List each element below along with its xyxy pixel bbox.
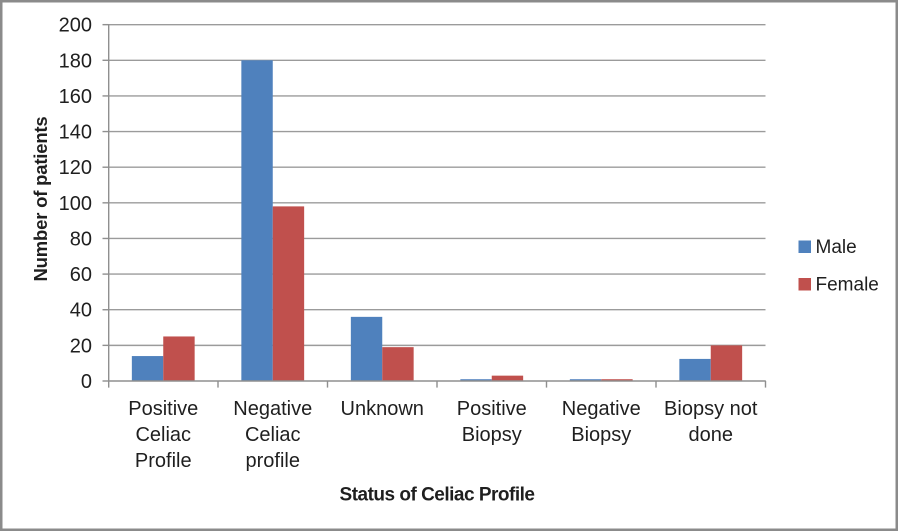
svg-text:100: 100	[59, 193, 92, 215]
svg-text:Female: Female	[816, 275, 879, 296]
svg-text:Biopsy: Biopsy	[571, 424, 631, 446]
svg-text:140: 140	[59, 122, 92, 144]
svg-text:200: 200	[59, 15, 92, 37]
svg-text:160: 160	[59, 86, 92, 108]
svg-text:Celiac: Celiac	[245, 424, 301, 446]
svg-text:Biopsy not: Biopsy not	[664, 398, 758, 420]
svg-text:80: 80	[70, 229, 92, 251]
svg-text:Status of Celiac Profile: Status of Celiac Profile	[340, 485, 535, 506]
svg-text:Positive: Positive	[128, 398, 198, 420]
svg-text:Positive: Positive	[457, 398, 527, 420]
svg-text:60: 60	[70, 264, 92, 286]
svg-text:180: 180	[59, 50, 92, 72]
svg-text:profile: profile	[246, 450, 300, 472]
svg-text:Biopsy: Biopsy	[462, 424, 522, 446]
svg-text:Number of patients: Number of patients	[30, 117, 51, 282]
svg-text:40: 40	[70, 300, 92, 322]
svg-text:Male: Male	[816, 237, 857, 258]
svg-text:Profile: Profile	[135, 450, 192, 472]
svg-text:Negative: Negative	[562, 398, 641, 420]
svg-text:120: 120	[59, 157, 92, 179]
svg-text:done: done	[689, 424, 734, 446]
svg-text:20: 20	[70, 335, 92, 357]
svg-text:Unknown: Unknown	[341, 398, 424, 420]
svg-text:Negative: Negative	[233, 398, 312, 420]
svg-text:0: 0	[81, 371, 92, 393]
svg-text:Celiac: Celiac	[135, 424, 191, 446]
